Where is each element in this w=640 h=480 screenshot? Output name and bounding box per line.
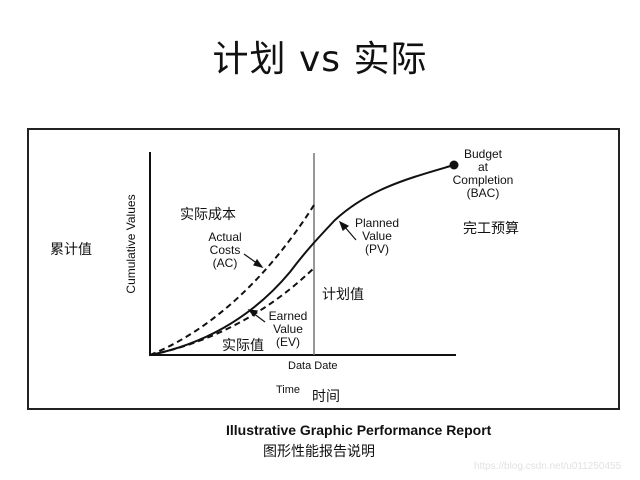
earned-value-label-cn: 实际值 [222, 338, 264, 354]
earned-value-label: Earned Value (EV) [268, 309, 308, 349]
actual-costs-label: Actual Costs (AC) [208, 230, 242, 270]
bac-point [449, 160, 459, 170]
time-label: Time [276, 384, 301, 396]
y-axis-label: Cumulative Values [124, 194, 138, 294]
pv-arrow-icon [338, 220, 357, 241]
planned-value-label-cn: 计划值 [322, 287, 364, 303]
earned-value-curve [149, 267, 315, 356]
cumulative-label-cn: 累计值 [50, 242, 92, 258]
actual-costs-curve [149, 204, 315, 356]
bac-label: Budget at Completion (BAC) [452, 147, 514, 200]
ev-arrow-icon [247, 309, 266, 323]
data-date-label: Data Date [288, 360, 338, 372]
chart-caption-cn: 图形性能报告说明 [263, 444, 375, 460]
planned-value-label: Planned Value (PV) [354, 216, 400, 256]
ac-arrow-icon [243, 253, 264, 268]
actual-costs-label-cn: 实际成本 [180, 207, 236, 223]
time-label-cn: 时间 [312, 389, 340, 405]
watermark: https://blog.csdn.net/u011250455 [474, 461, 622, 472]
chart-frame [27, 128, 620, 410]
slide-title: 计划 vs 实际 [212, 39, 428, 80]
planned-value-curve [149, 164, 455, 356]
bac-label-cn: 完工预算 [463, 221, 519, 237]
chart-caption: Illustrative Graphic Performance Report [226, 422, 492, 438]
